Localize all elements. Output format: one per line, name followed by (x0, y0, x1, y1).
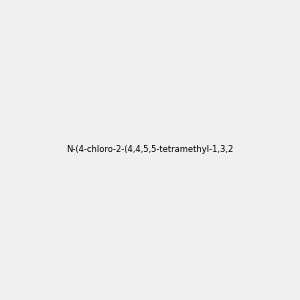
Text: N-(4-chloro-2-(4,4,5,5-tetramethyl-1,3,2: N-(4-chloro-2-(4,4,5,5-tetramethyl-1,3,2 (66, 146, 234, 154)
